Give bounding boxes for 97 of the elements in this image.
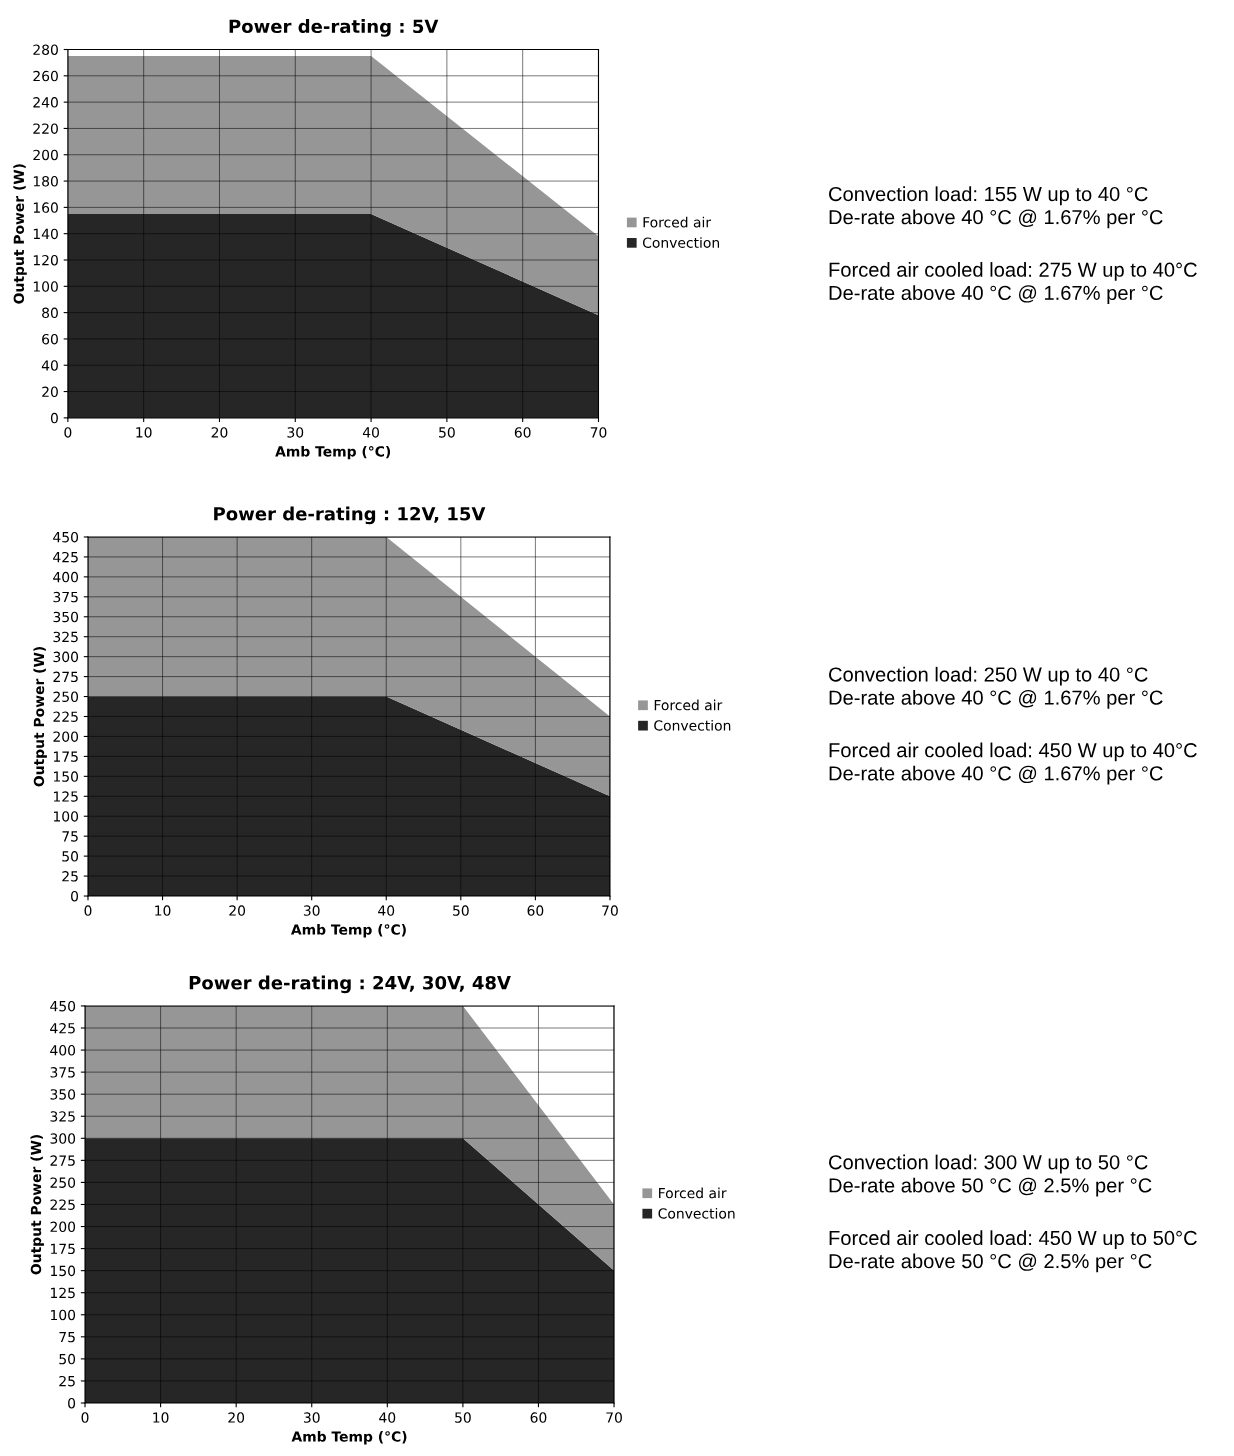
x-tick-label: 40 (379, 1412, 396, 1423)
x-tick-label: 70 (602, 905, 618, 916)
x-tick-label: 60 (527, 905, 544, 916)
chart-title: Power de-rating : 5V (229, 19, 439, 37)
y-tick-label: 400 (53, 571, 79, 583)
y-axis-title: Output Power (W) (13, 164, 27, 304)
legend-label: Forced air (654, 699, 723, 711)
x-tick-label: 30 (303, 905, 320, 916)
y-tick-label: 175 (51, 1243, 75, 1255)
y-tick-label: 50 (62, 851, 79, 862)
legend-label: Forced air (643, 216, 712, 228)
y-tick-label: 325 (50, 1111, 75, 1122)
legend-label: Convection (654, 719, 731, 731)
x-tick-label: 50 (455, 1412, 471, 1423)
y-tick-label: 450 (53, 531, 79, 543)
y-axis-title: Output Power (W) (33, 647, 47, 787)
y-tick-label: 50 (59, 1353, 76, 1365)
chart-title: Power de-rating : 12V, 15V (214, 506, 486, 525)
y-tick-label: 375 (53, 591, 78, 603)
text: Convection load: 250 W up to 40 °C De-rate above 40 °C @ 1.67% per °C (829, 666, 1163, 709)
x-tick-label: 60 (514, 427, 531, 438)
y-tick-label: 150 (53, 771, 79, 782)
y-tick-label: 250 (53, 691, 79, 703)
y-tick-label: 225 (53, 711, 78, 722)
y-tick-label: 100 (51, 1309, 76, 1321)
y-tick-label: 80 (42, 307, 58, 319)
x-axis-title: Amb Temp (°C) (291, 1431, 407, 1445)
y-tick-label: 300 (50, 1133, 76, 1144)
y-tick-label: 0 (68, 1397, 76, 1409)
y-tick-label: 260 (33, 70, 58, 82)
y-tick-label: 275 (50, 1155, 75, 1166)
legend-label: Convection (642, 237, 720, 248)
x-tick-label: 50 (453, 905, 469, 916)
chart-title: Power de-rating : 24V, 30V, 48V (189, 975, 511, 994)
y-axis-title: Output Power (W) (30, 1135, 44, 1275)
y-tick-label: 120 (33, 254, 58, 266)
x-tick-label: 20 (229, 905, 246, 916)
y-tick-label: 40 (41, 360, 58, 371)
y-tick-label: 240 (33, 97, 58, 108)
y-tick-label: 375 (50, 1067, 75, 1078)
x-tick-label: 30 (303, 1412, 320, 1423)
y-tick-label: 450 (50, 1000, 76, 1012)
y-tick-label: 175 (53, 751, 78, 762)
y-tick-label: 200 (33, 149, 58, 161)
y-tick-label: 300 (53, 651, 79, 663)
y-tick-label: 60 (42, 333, 58, 345)
x-tick-label: 70 (590, 427, 607, 438)
x-tick-label: 0 (81, 1412, 89, 1423)
y-tick-label: 75 (59, 1331, 75, 1343)
y-tick-label: 350 (53, 611, 79, 623)
y-tick-label: 100 (33, 281, 58, 292)
x-tick-label: 10 (136, 427, 152, 438)
y-tick-label: 125 (51, 1287, 75, 1299)
y-tick-label: 425 (53, 551, 78, 563)
y-tick-label: 250 (50, 1177, 76, 1188)
text: Forced air cooled load: 450 W up to 40°C De-rate above 40 °C @ 1.67% per °C (829, 742, 1197, 785)
x-tick-label: 60 (530, 1412, 547, 1423)
x-tick-label: 0 (84, 905, 92, 916)
x-tick-label: 40 (362, 427, 379, 438)
y-tick-label: 200 (50, 1221, 76, 1233)
y-tick-label: 220 (33, 123, 58, 134)
y-tick-label: 350 (50, 1089, 76, 1100)
y-tick-label: 200 (53, 731, 79, 742)
text: Convection load: 155 W up to 40 °C De-rate above 40 °C @ 1.67% per °C (829, 186, 1163, 229)
text: Forced air cooled load: 450 W up to 50°C De-rate above 50 °C @ 2.5% per °C (829, 1230, 1197, 1273)
legend-label: Convection (658, 1207, 735, 1219)
y-tick-label: 400 (50, 1045, 76, 1056)
y-tick-label: 425 (50, 1022, 75, 1034)
x-axis-title: Amb Temp (°C) (290, 924, 406, 938)
y-tick-label: 275 (53, 671, 78, 683)
x-tick-label: 10 (153, 1412, 169, 1423)
y-tick-label: 150 (51, 1265, 76, 1277)
x-tick-label: 40 (378, 905, 395, 916)
y-tick-label: 0 (50, 412, 58, 424)
y-tick-label: 180 (33, 176, 58, 187)
y-tick-label: 125 (53, 791, 78, 802)
x-axis-title: Amb Temp (°C) (275, 445, 391, 460)
x-tick-label: 50 (439, 427, 455, 438)
y-tick-label: 25 (59, 1375, 75, 1387)
text: Forced air cooled load: 275 W up to 40°C De-rate above 40 °C @ 1.67% per °C (829, 262, 1197, 304)
y-tick-label: 75 (62, 831, 78, 842)
y-tick-label: 280 (33, 44, 58, 55)
x-tick-label: 20 (211, 427, 228, 438)
legend-label: Forced air (659, 1187, 727, 1199)
x-tick-label: 30 (287, 427, 304, 438)
text: Convection load: 300 W up to 50 °C De-rate above 50 °C @ 2.5% per °C (829, 1154, 1152, 1197)
x-tick-label: 20 (228, 1412, 245, 1423)
y-tick-label: 160 (33, 202, 58, 213)
y-tick-label: 225 (50, 1199, 75, 1210)
y-tick-label: 325 (53, 631, 78, 643)
x-tick-label: 10 (155, 905, 171, 916)
y-tick-label: 100 (53, 811, 79, 822)
y-tick-label: 25 (62, 871, 78, 882)
y-tick-label: 20 (42, 386, 58, 398)
x-tick-label: 70 (606, 1412, 622, 1423)
y-tick-label: 140 (33, 228, 58, 240)
y-tick-label: 0 (71, 890, 79, 902)
